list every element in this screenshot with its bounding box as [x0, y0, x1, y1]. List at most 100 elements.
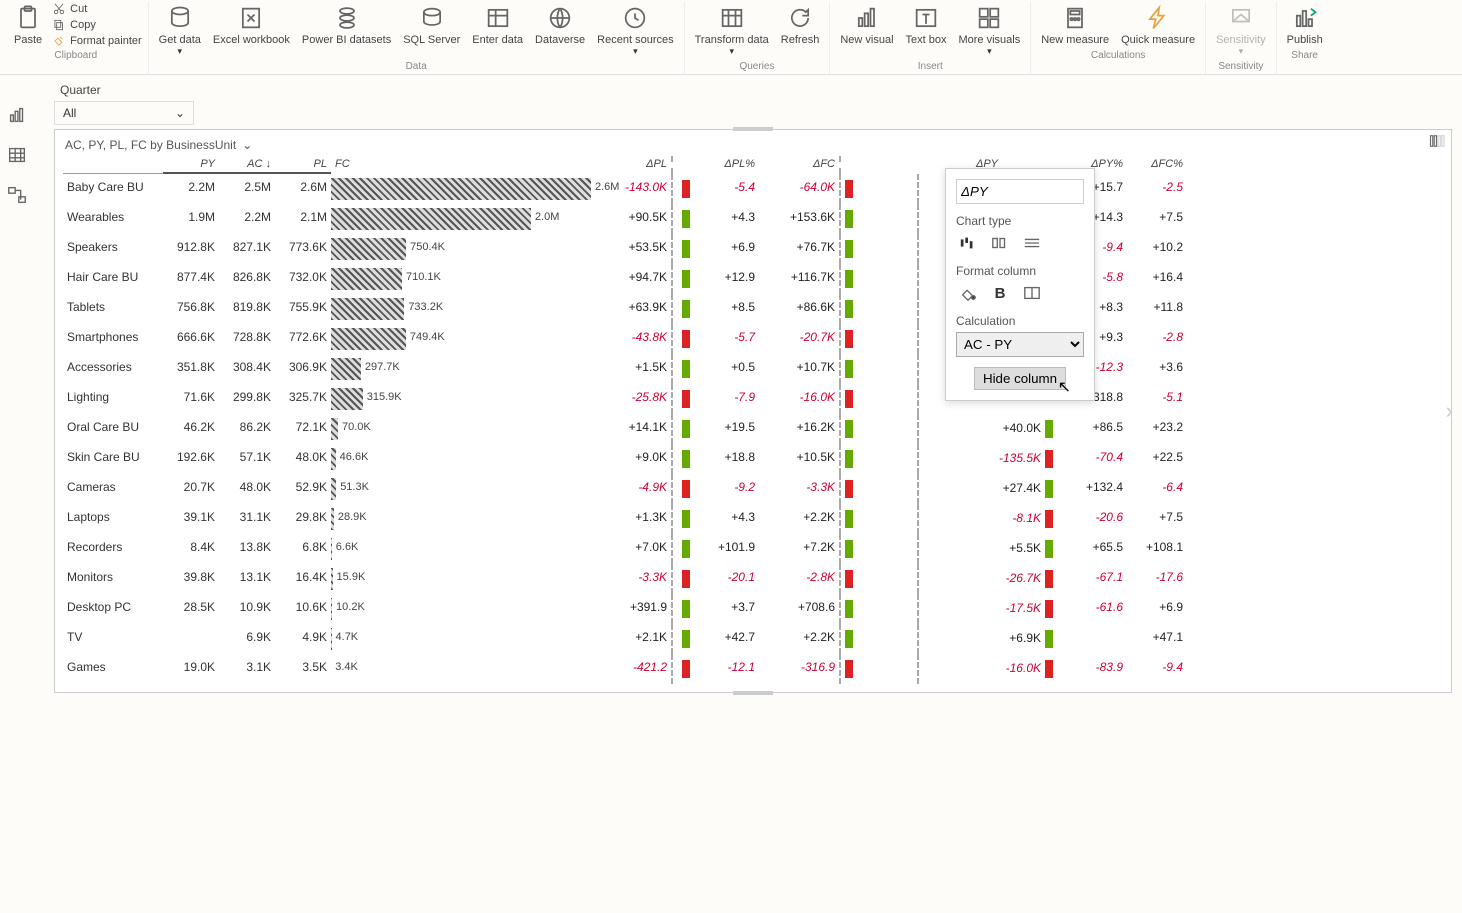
slicer-dropdown[interactable]: All ⌄ [54, 101, 194, 125]
col-header[interactable]: PY [163, 156, 219, 174]
cell-dfc: +7.2K [759, 534, 839, 564]
cell-dplp: +3.7 [699, 594, 759, 624]
cell-dpy: -16.0K [917, 654, 1057, 684]
cell-dpl-mark [671, 414, 699, 444]
enter-data-button[interactable]: Enter data [468, 2, 527, 48]
col-header-dfc[interactable]: ΔFC [759, 156, 839, 174]
col-header[interactable]: AC ↓ [219, 156, 275, 174]
report-view-button[interactable] [6, 104, 34, 132]
cell-dpyp: +86.5 [1057, 414, 1127, 444]
col-header-dfcp[interactable]: ΔFC% [1127, 156, 1187, 174]
format-bold-button[interactable]: B [988, 282, 1012, 304]
powerbi-datasets-button[interactable]: Power BI datasets [298, 2, 395, 48]
visual-container[interactable]: AC, PY, PL, FC by BusinessUnit ⌄ PYAC ↓P… [54, 129, 1452, 693]
chevron-down-icon: ⌄ [175, 106, 185, 120]
refresh-button[interactable]: Refresh [777, 2, 824, 48]
text-box-button[interactable]: Text box [902, 2, 951, 48]
format-fill-button[interactable] [956, 282, 980, 304]
col-header-dpl[interactable]: ΔPL [591, 156, 671, 174]
cell-spacer [857, 624, 917, 654]
cut-button[interactable]: Cut [52, 2, 142, 16]
new-visual-button[interactable]: New visual [836, 2, 897, 48]
cell-dfc-mark [839, 174, 857, 204]
cell-pl: 772.6K [275, 324, 331, 354]
cell-dfc: +16.2K [759, 414, 839, 444]
publish-button[interactable]: Publish [1283, 2, 1327, 48]
cell-py: 71.6K [163, 384, 219, 414]
cell-dpl-mark [671, 624, 699, 654]
format-border-button[interactable] [1020, 282, 1044, 304]
cell-py: 912.8K [163, 234, 219, 264]
cell-dpl: -3.3K [591, 564, 671, 594]
sql-server-button[interactable]: SQL Server [399, 2, 464, 48]
cell-dpl-mark [671, 564, 699, 594]
chart-type-waterfall[interactable] [956, 232, 980, 254]
cell-dplp: -5.4 [699, 174, 759, 204]
cell-fc-bar: 3.4K [331, 654, 591, 684]
resize-grip-bottom[interactable] [733, 691, 773, 695]
quick-measure-button[interactable]: Quick measure [1117, 2, 1199, 48]
cell-dpl-mark [671, 504, 699, 534]
cell-ac: 48.0K [219, 474, 275, 504]
cell-py: 351.8K [163, 354, 219, 384]
data-view-button[interactable] [6, 144, 34, 172]
ribbon-group-label: Data [406, 61, 427, 72]
col-header-fc[interactable]: FC [331, 156, 591, 174]
cell-dpl-mark [671, 354, 699, 384]
cell-fc-bar: 749.4K [331, 324, 591, 354]
cell-py: 20.7K [163, 474, 219, 504]
model-view-button[interactable] [6, 184, 34, 212]
chart-type-plusminus[interactable] [988, 232, 1012, 254]
resize-grip-top[interactable] [733, 127, 773, 131]
cell-dfc: +708.6 [759, 594, 839, 624]
scroll-right-button[interactable]: › [1446, 398, 1453, 424]
cell-fc-bar: 710.1K [331, 264, 591, 294]
cell-pl: 2.1M [275, 204, 331, 234]
cell-spacer [857, 474, 917, 504]
column-name-input[interactable] [956, 179, 1084, 204]
cell-dfc: -64.0K [759, 174, 839, 204]
new-measure-button[interactable]: New measure [1037, 2, 1113, 48]
get-data-button[interactable]: Get data▾ [155, 2, 205, 59]
cell-pl: 732.0K [275, 264, 331, 294]
col-header-dplp[interactable]: ΔPL% [699, 156, 759, 174]
cell-dpl: +391.9 [591, 594, 671, 624]
more-visuals-button[interactable]: More visuals▾ [954, 2, 1024, 59]
cell-dpl: -421.2 [591, 654, 671, 684]
format-painter-button[interactable]: Format painter [52, 34, 142, 48]
cell-fc-bar: 733.2K [331, 294, 591, 324]
paste-button[interactable]: Paste [10, 2, 46, 48]
cell-pl: 6.8K [275, 534, 331, 564]
hide-column-button[interactable]: Hide column ↖ [974, 367, 1066, 390]
cell-dfc-mark [839, 594, 857, 624]
recent-sources-button[interactable]: Recent sources▾ [593, 2, 677, 59]
excel-workbook-button[interactable]: Excel workbook [209, 2, 294, 48]
slicer-value: All [63, 106, 76, 120]
ribbon-group-label: Sensitivity [1218, 61, 1263, 72]
cell-py: 39.1K [163, 504, 219, 534]
sensitivity-button[interactable]: Sensitivity▾ [1212, 2, 1270, 59]
cell-dfc-mark [839, 444, 857, 474]
col-header[interactable]: PL [275, 156, 331, 174]
transform-data-button[interactable]: Transform data▾ [691, 2, 773, 59]
calculation-select[interactable]: AC - PY [956, 332, 1084, 357]
cell-dfc-mark [839, 624, 857, 654]
cell-dfcp: +10.2 [1127, 234, 1187, 264]
column-chooser-icon[interactable] [1429, 134, 1447, 151]
cell-dfc: -316.9 [759, 654, 839, 684]
cell-ac: 819.8K [219, 294, 275, 324]
dataverse-button[interactable]: Dataverse [531, 2, 589, 48]
cell-py: 28.5K [163, 594, 219, 624]
ribbon-group-share: Publish Share [1277, 2, 1333, 74]
copy-button[interactable]: Copy [52, 18, 142, 32]
row-name: Tablets [63, 294, 163, 324]
chart-type-table[interactable] [1020, 232, 1044, 254]
chevron-down-icon[interactable]: ⌄ [242, 138, 252, 152]
row-name: Desktop PC [63, 594, 163, 624]
cell-dpl: -25.8K [591, 384, 671, 414]
cell-ac: 31.1K [219, 504, 275, 534]
cell-ac: 308.4K [219, 354, 275, 384]
cell-py [163, 624, 219, 654]
cell-dpy: -17.5K [917, 594, 1057, 624]
cell-dpy: +40.0K [917, 414, 1057, 444]
